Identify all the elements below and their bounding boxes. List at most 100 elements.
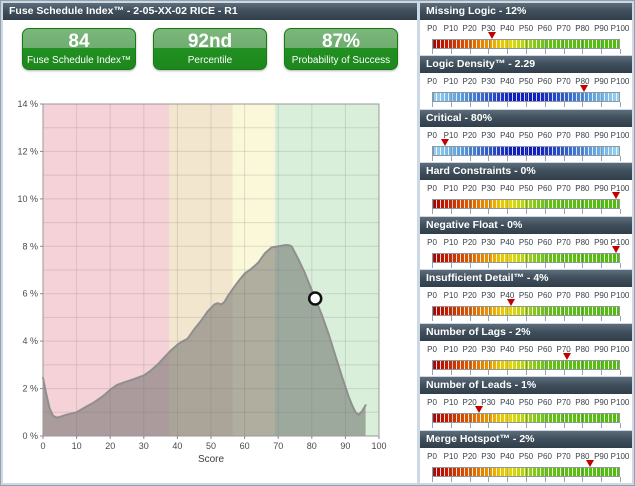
scale-label: P70 (556, 77, 571, 87)
gauge-major-tick (450, 316, 452, 322)
scale-label: P50 (518, 24, 534, 33)
gauge-major-tick (488, 209, 490, 215)
gauge-major-tick (432, 316, 433, 322)
gauge-bar (432, 199, 620, 210)
gauge-ticks (432, 49, 621, 54)
gauge-track (432, 459, 621, 482)
gauge-major-tick (469, 102, 471, 108)
gauge-bar (432, 306, 620, 317)
gauge-bar (432, 39, 620, 49)
scale-label: P20 (462, 398, 477, 408)
kpi-label: Percentile (187, 55, 233, 66)
scale-label: P90 (594, 77, 609, 87)
scale-label: P10 (443, 237, 458, 247)
gauge-major-tick (582, 369, 584, 375)
scale-label: P60 (537, 130, 552, 140)
gauge-major-tick (469, 476, 471, 482)
gauge-major-tick (620, 476, 621, 482)
metric-panel: Insufficient Detail™ - 4% P0 P10 P20 P30 P40… (420, 270, 632, 323)
gauge-major-tick (507, 423, 509, 429)
gauge-major-tick (620, 102, 621, 108)
gauge-scale: P0 P10 P20 P30 P40 P50 P60 P70 P80 P90 P100 (427, 291, 629, 302)
metric-panel-title: Hard Constraints - 0% (426, 165, 536, 178)
gauge-major-tick (432, 476, 433, 482)
metric-panel-title: Insufficient Detail™ - 4% (426, 272, 549, 285)
scale-label: P60 (537, 184, 552, 194)
gauge-major-tick (582, 423, 584, 429)
gauge-major-tick (620, 369, 621, 375)
scale-label: P40 (500, 24, 515, 33)
gauge-major-tick (601, 49, 603, 54)
scale-label: P40 (500, 398, 515, 408)
metric-panel-title: Logic Density™ - 2.29 (426, 58, 536, 71)
metric-panel-title: Merge Hotspot™ - 2% (426, 432, 535, 445)
gauge-major-tick (544, 102, 546, 108)
gauge-scale: P0 P10 P20 P30 P40 P50 P60 P70 P80 P90 P100 (427, 24, 629, 35)
scale-label: P100 (610, 291, 630, 301)
scale-label: P50 (518, 344, 534, 354)
scale-label: P70 (556, 398, 571, 408)
gauge-marker-icon (612, 192, 621, 200)
y-tick-label: 0 % (22, 431, 38, 441)
gauge-major-tick (601, 476, 603, 482)
gauge-major-tick (507, 316, 509, 322)
gauge-major-tick (544, 155, 546, 161)
scale-label: P30 (481, 77, 496, 87)
scale-label: P10 (443, 291, 458, 301)
scale-label: P100 (610, 130, 630, 140)
scale-label: P40 (500, 130, 515, 140)
gauge-major-tick (507, 209, 509, 215)
scale-label: P20 (462, 77, 477, 87)
y-tick-label: 2 % (22, 384, 38, 394)
gauge-major-tick (582, 476, 584, 482)
gauge-scale: P0 P10 P20 P30 P40 P50 P60 P70 P80 P90 P100 (427, 398, 629, 409)
gauge-major-tick (526, 476, 527, 482)
scale-label: P70 (556, 451, 571, 461)
metric-panel-title: Number of Lags - 2% (426, 325, 531, 338)
gauge-major-tick (469, 49, 471, 54)
percentile-gauge: P0 P10 P20 P30 P40 P50 P60 P70 P80 P90 P100 (420, 287, 632, 322)
scale-label: P30 (481, 130, 496, 140)
gauge-major-tick (432, 102, 433, 108)
x-tick-label: 60 (240, 441, 250, 451)
kpi-value: 92nd (187, 31, 233, 52)
score-marker[interactable] (307, 291, 323, 306)
gauge-major-tick (526, 49, 527, 54)
gauge-major-tick (432, 369, 433, 375)
gauge-scale: P0 P10 P20 P30 P40 P50 P60 P70 P80 P90 P100 (427, 130, 629, 142)
gauge-major-tick (563, 423, 565, 429)
scale-label: P60 (537, 24, 552, 33)
gauge-major-tick (620, 262, 621, 268)
scale-label: P10 (443, 184, 458, 194)
gauge-major-tick (526, 369, 527, 375)
score-distribution-chart: 0 % 2 % 4 % 6 % 8 % 10 % 12 % 14 % 0 10 20 30 40 50 60… (9, 96, 417, 473)
gauge-major-tick (488, 316, 490, 322)
scale-label: P10 (443, 24, 458, 33)
x-tick-label: 70 (273, 441, 283, 451)
gauge-marker-icon (475, 406, 483, 414)
scale-label: P20 (462, 237, 477, 247)
y-tick-label: 12 % (17, 146, 38, 156)
scale-label: P0 (427, 237, 437, 247)
gauge-major-tick (582, 262, 584, 268)
metric-panel: Number of Lags - 2% P0 P10 P20 P30 P40 P50 P60… (420, 323, 632, 377)
gauge-major-tick (469, 369, 471, 375)
gauge-major-tick (450, 209, 452, 215)
main-header-title: Fuse Schedule Index™ - 2-05-XX-02 RICE -… (9, 5, 238, 17)
gauge-major-tick (507, 49, 509, 54)
scale-label: P0 (427, 130, 437, 140)
metric-panel: Number of Leads - 1% P0 P10 P20 P30 P40 P50 P6… (420, 377, 632, 430)
gauge-scale: P0 P10 P20 P30 P40 P50 P60 P70 P80 P90 P100 (427, 344, 629, 356)
gauge-major-tick (469, 423, 471, 429)
scale-label: P90 (594, 344, 609, 354)
percentile-gauge: P0 P10 P20 P30 P40 P50 P60 P70 P80 P90 P100 (420, 394, 632, 429)
gauge-bar (432, 252, 620, 263)
metric-panel-header: Merge Hotspot™ - 2% (420, 430, 632, 448)
scale-label: P30 (481, 24, 496, 33)
gauge-major-tick (469, 262, 471, 268)
gauge-major-tick (507, 476, 509, 482)
scale-label: P80 (575, 130, 590, 140)
scale-label: P20 (462, 451, 477, 461)
x-tick-label: 100 (371, 441, 386, 451)
